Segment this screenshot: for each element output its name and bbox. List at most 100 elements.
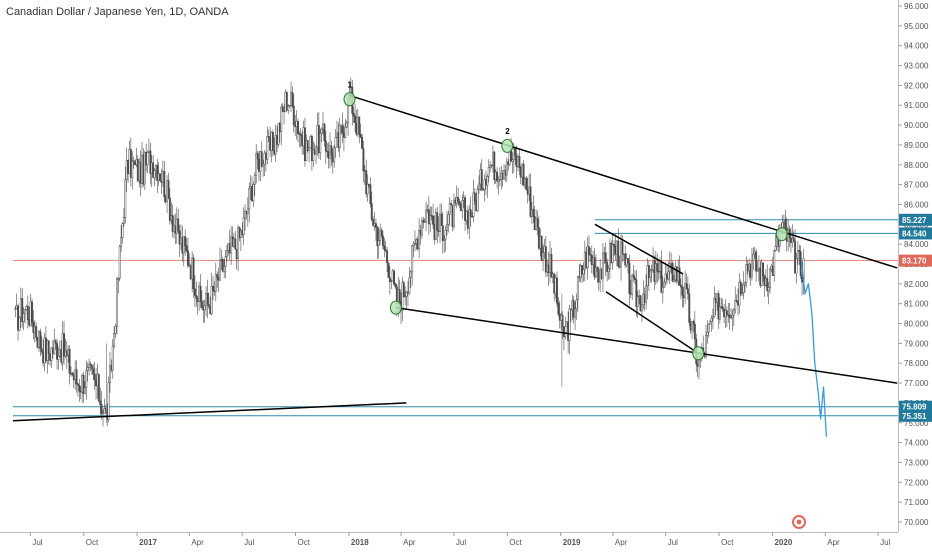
candle-body (288, 105, 291, 107)
candle-body (413, 243, 416, 245)
x-tick-label: Oct (298, 538, 311, 547)
candle-body (132, 160, 135, 163)
candle-body (319, 132, 322, 154)
price-badge (899, 400, 932, 413)
candle-body (755, 251, 758, 272)
candle-body (122, 217, 125, 224)
candle-body (152, 162, 155, 178)
candle-body (634, 277, 636, 281)
candle-body (709, 321, 712, 325)
candle-body (582, 269, 585, 275)
candle-body (639, 295, 642, 312)
candle-body (334, 137, 337, 148)
y-tick-label: 86.000 (904, 200, 929, 209)
x-tick-label: Apr (827, 538, 840, 547)
candle-body (24, 309, 26, 315)
candle-body (408, 277, 411, 294)
candle-body (557, 302, 560, 315)
y-tick-label: 94.000 (904, 42, 929, 51)
candle-body (359, 134, 362, 138)
candle-body (529, 186, 532, 217)
candle-body (31, 301, 33, 323)
candle-body (192, 257, 195, 290)
candle-body (22, 313, 25, 322)
candle-body (404, 295, 407, 298)
candle-body (795, 258, 798, 274)
candle-body (613, 244, 616, 247)
candle-body (735, 300, 738, 302)
candle-body (297, 120, 299, 134)
x-tick-label: Oct (86, 538, 99, 547)
candle-body (184, 236, 187, 246)
candle-body (109, 365, 111, 383)
candle-body (374, 223, 377, 228)
candle-body (280, 106, 283, 133)
candle-body (99, 400, 102, 405)
x-tick-label: Apr (191, 538, 204, 547)
candle-body (540, 235, 543, 261)
candle-body (47, 340, 50, 354)
candle-body (68, 349, 71, 374)
candle-body (705, 334, 707, 357)
logo-core-icon (796, 519, 802, 525)
candle-body (212, 285, 214, 291)
candle-body (450, 203, 453, 206)
candle-body (627, 258, 629, 263)
candle-body (387, 262, 390, 278)
candle-body (388, 277, 391, 283)
candle-body (117, 278, 120, 280)
candle-body (617, 240, 620, 267)
candle-body (267, 136, 270, 138)
candle-body (18, 317, 21, 331)
candle-body (586, 246, 589, 269)
candle-body (596, 267, 599, 272)
candle-body (476, 189, 479, 212)
candle-body (224, 256, 227, 267)
x-tick-label: Jul (456, 538, 466, 547)
candle-body (441, 225, 444, 241)
candle-body (153, 170, 156, 178)
candle-body (432, 215, 434, 225)
x-tick-label: Jul (880, 538, 890, 547)
markers-layer: 12 (343, 80, 788, 361)
x-tick-label: 2020 (774, 538, 792, 547)
x-tick-label: 2017 (139, 538, 157, 547)
candle-body (118, 246, 121, 279)
candle-body (195, 295, 198, 299)
candle-body (193, 288, 196, 296)
y-tick-label: 78.000 (904, 359, 929, 368)
candle-body (277, 123, 280, 145)
candle-body (252, 184, 255, 202)
candle-body (576, 276, 579, 301)
candle-body (794, 240, 797, 274)
candle-body (324, 140, 327, 152)
candle-body (199, 285, 202, 302)
candle-body (121, 223, 124, 238)
wedge-lower-line (605, 291, 699, 354)
candle-body (223, 266, 226, 272)
candle-body (244, 210, 247, 219)
candle-body (730, 316, 732, 319)
y-tick-label: 95.000 (904, 22, 929, 31)
candle-body (315, 146, 318, 155)
price-badge (899, 213, 932, 226)
candle-body (219, 259, 221, 281)
candle-body (320, 128, 323, 134)
lower-channel-line (395, 306, 898, 384)
candle-body (200, 300, 203, 308)
projection-layer (800, 260, 828, 437)
candle-body (124, 179, 127, 218)
x-tick-label: 2018 (351, 538, 369, 547)
candle-body (464, 197, 467, 221)
candle-body (97, 374, 100, 402)
candle-body (688, 293, 691, 323)
y-tick-label: 80.000 (904, 320, 929, 329)
candle-body (206, 293, 209, 305)
projection-path (800, 260, 828, 437)
y-tick-label: 77.000 (904, 379, 929, 388)
candle-body (308, 147, 311, 151)
candle-body (469, 209, 472, 217)
pivot-marker (775, 227, 788, 242)
candle-body (312, 149, 315, 161)
